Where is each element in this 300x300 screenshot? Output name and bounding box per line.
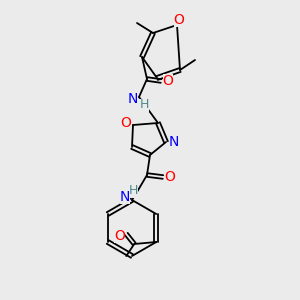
Text: O: O	[165, 170, 176, 184]
Text: N: N	[169, 135, 179, 149]
Text: H: H	[139, 98, 149, 112]
Text: O: O	[163, 74, 173, 88]
Text: H: H	[128, 184, 138, 197]
Text: O: O	[121, 116, 131, 130]
Text: N: N	[128, 92, 138, 106]
Text: O: O	[114, 229, 125, 243]
Text: N: N	[120, 190, 130, 204]
Text: O: O	[174, 13, 184, 27]
